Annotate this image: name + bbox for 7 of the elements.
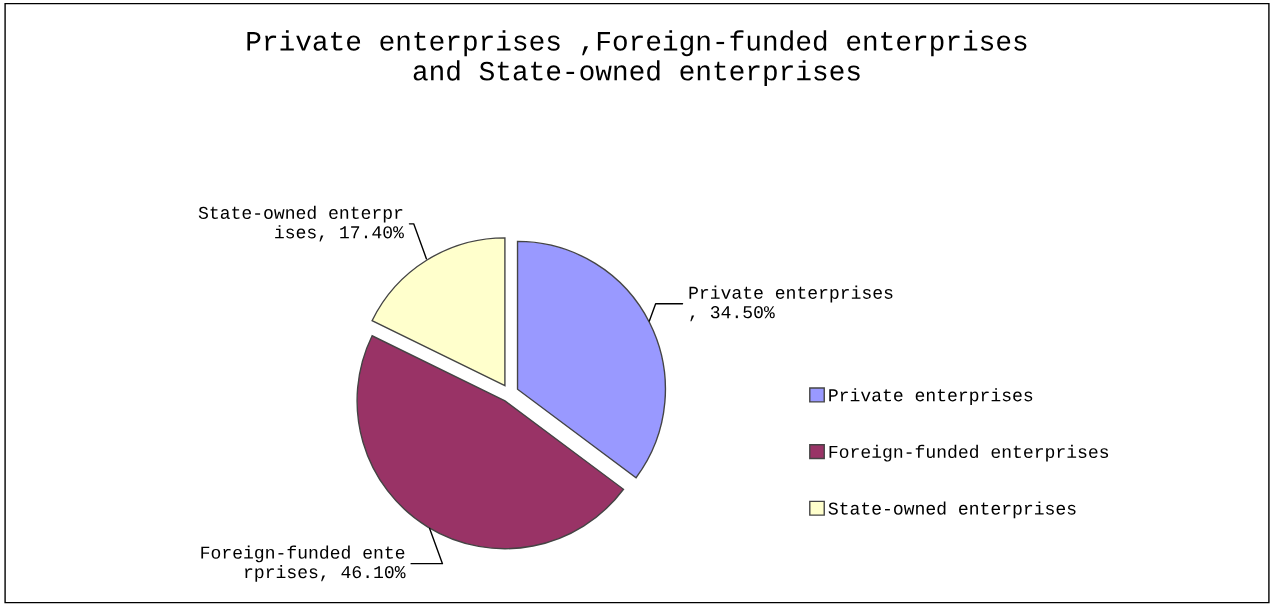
legend-label: Private enterprises — [829, 388, 1033, 405]
legend-label: State-owned enterprises — [828, 501, 1076, 519]
chart-title: Private enterprises ,Foreign-funded enterprises and State-owned enterprises — [247, 30, 1027, 87]
data-label: State-owned enterpr ises, 17.40% — [198, 205, 404, 242]
data-label: Foreign-funded ente rprises, 46.10% — [201, 545, 406, 582]
data-label: Private enterprises , 34.50% — [689, 285, 893, 322]
legend-label: Foreign-funded enterprises — [829, 444, 1109, 462]
